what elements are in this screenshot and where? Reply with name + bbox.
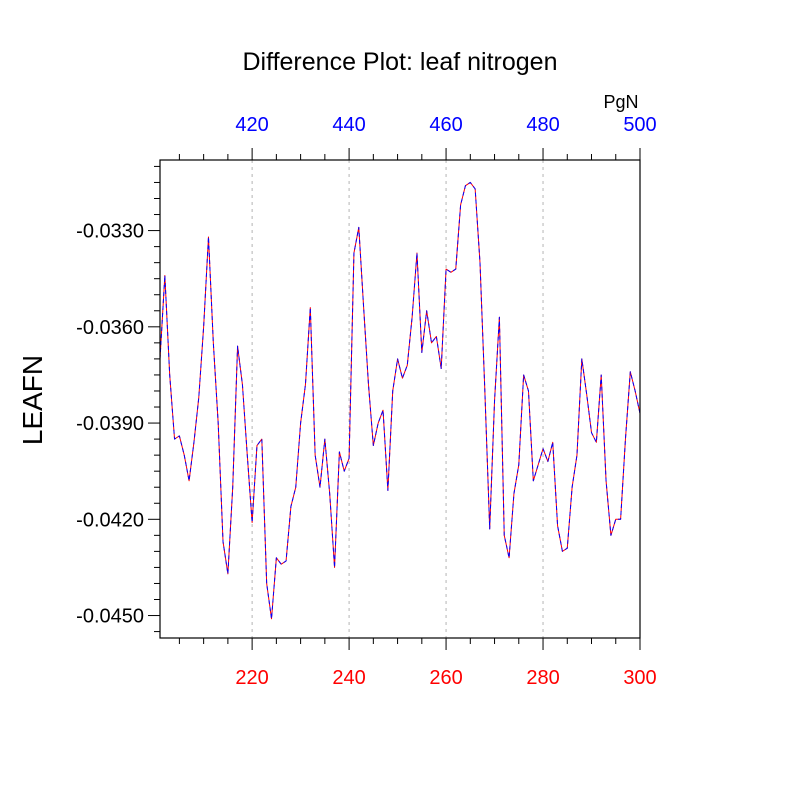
plot-frame <box>159 159 641 639</box>
x-top-tick-label: 440 <box>332 114 365 136</box>
x-top-tick-label: 420 <box>235 114 268 136</box>
y-tick-label: -0.0450 <box>76 606 144 628</box>
y-tick-label: -0.0360 <box>76 317 144 339</box>
x-bottom-tick-label: 300 <box>623 667 656 689</box>
y-tick-label: -0.0420 <box>76 509 144 531</box>
y-axis-label: LEAFN <box>17 355 48 445</box>
series-layer <box>159 181 641 620</box>
x-top-tick-label: 500 <box>623 114 656 136</box>
tick-labels: 220 240 260 280 300 420 440 460 480 500 -0.0330 -0.… <box>76 114 657 689</box>
top-axis-units-label: PgN <box>603 92 638 112</box>
grid-lines <box>251 160 544 638</box>
x-bottom-tick-label: 280 <box>526 667 559 689</box>
y-tick-label: -0.0330 <box>76 221 144 243</box>
x-bottom-tick-label: 220 <box>235 667 268 689</box>
x-top-tick-label: 460 <box>429 114 462 136</box>
y-tick-label: -0.0390 <box>76 413 144 435</box>
chart-title: Difference Plot: leaf nitrogen <box>242 48 557 76</box>
x-bottom-tick-label: 260 <box>429 667 462 689</box>
x-bottom-tick-label: 240 <box>332 667 365 689</box>
x-top-tick-label: 480 <box>526 114 559 136</box>
series-line-solid <box>159 181 641 620</box>
series-line-dashed <box>159 181 641 620</box>
axes-layer <box>148 148 641 650</box>
